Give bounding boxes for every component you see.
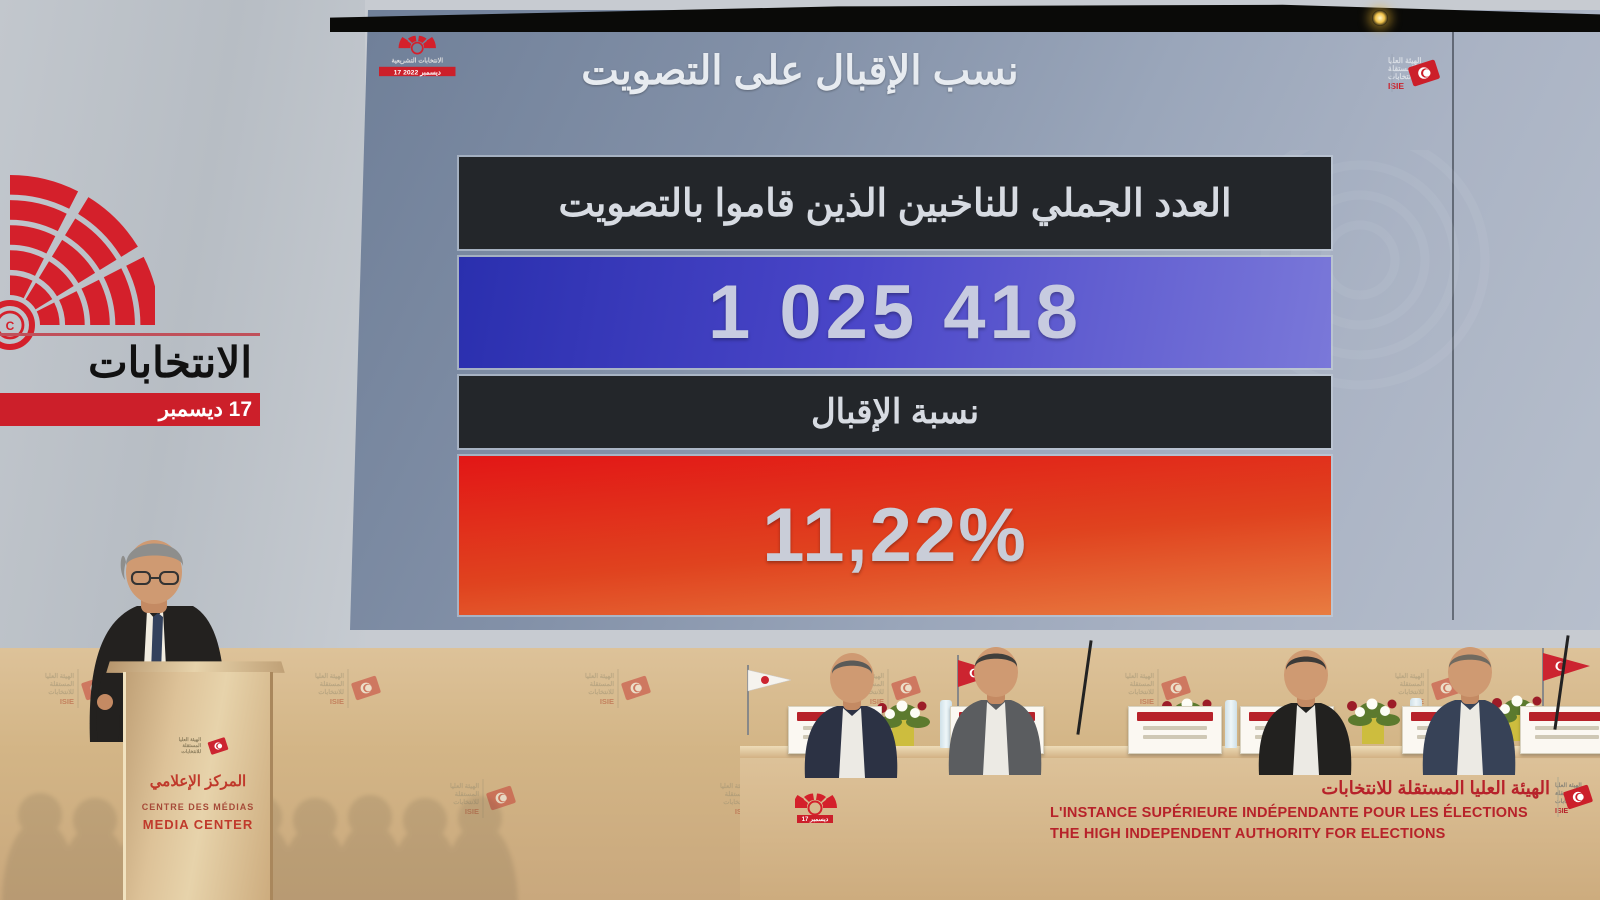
svg-text:17 ديسمبر 2022: 17 ديسمبر 2022 [394,69,441,76]
svg-text:الانتخابات التشريعية: الانتخابات التشريعية [391,58,443,65]
svg-text:ISIE: ISIE [1555,808,1569,815]
svg-text:17 ديسمبر: 17 ديسمبر [802,817,829,823]
svg-text:C: C [6,319,15,333]
svg-text:ISIE: ISIE [1388,81,1404,91]
svg-text:للانتخابات: للانتخابات [181,749,201,755]
